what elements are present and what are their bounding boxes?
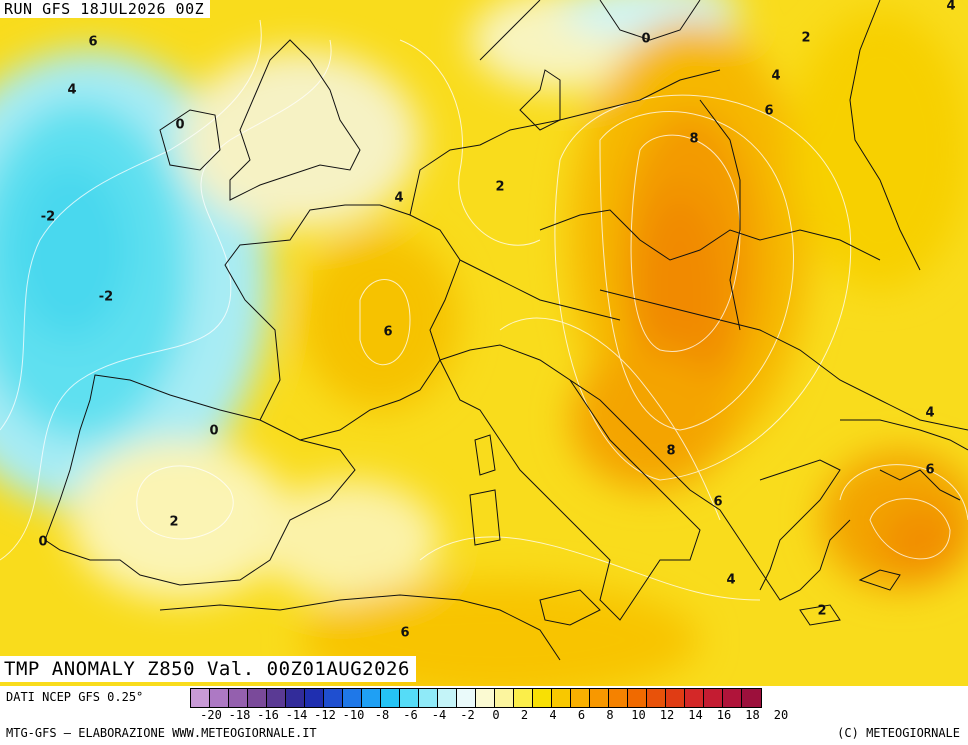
color-scale-swatch (381, 689, 400, 707)
color-scale-tick-label: 4 (549, 708, 557, 722)
color-scale-tick-label: 8 (606, 708, 614, 722)
contour-label: 4 (394, 190, 404, 206)
contour-label: 2 (817, 603, 827, 619)
color-scale-swatch (647, 689, 666, 707)
color-scale-swatch (609, 689, 628, 707)
contour-label: 2 (495, 179, 505, 195)
color-scale-swatch (438, 689, 457, 707)
contour-label: 4 (925, 405, 935, 421)
color-scale-swatch (229, 689, 248, 707)
color-scale-tick-label: -12 (314, 708, 336, 722)
data-source-label: DATI NCEP GFS 0.25° (6, 690, 144, 704)
color-scale-swatch (704, 689, 723, 707)
temperature-anomaly-map (0, 0, 968, 686)
color-scale-tick-label: 10 (631, 708, 646, 722)
contour-label: 6 (400, 625, 410, 641)
color-scale-tick-label: 16 (716, 708, 732, 722)
coastlines (44, 0, 968, 661)
color-scale-swatch (628, 689, 647, 707)
color-scale-tick-label: -2 (460, 708, 475, 722)
contour-label: 4 (946, 0, 956, 14)
color-scale-bar (190, 688, 762, 708)
color-scale-tick-label: -10 (342, 708, 365, 722)
color-scale-swatch (305, 689, 324, 707)
color-scale-swatch (571, 689, 590, 707)
color-scale-swatch (191, 689, 210, 707)
isotherm-lines (0, 19, 968, 601)
color-scale-tick-label: 20 (773, 708, 789, 722)
color-scale-swatch (343, 689, 362, 707)
color-scale-swatch (533, 689, 552, 707)
color-scale-swatch (723, 689, 742, 707)
color-scale-swatch (495, 689, 514, 707)
contour-label: 2 (169, 514, 179, 530)
copyright-label: (C) METEOGIORNALE (837, 726, 960, 740)
color-scale-swatch (666, 689, 685, 707)
anomaly-field (0, 0, 968, 686)
color-scale-tick-label: 0 (492, 708, 500, 722)
contour-label: 4 (771, 68, 781, 84)
color-scale-swatch (324, 689, 343, 707)
contour-label: 6 (383, 324, 393, 340)
color-scale-tick-label: -8 (374, 708, 390, 722)
color-scale-swatch (210, 689, 229, 707)
color-scale-swatch (476, 689, 495, 707)
contour-label: 2 (801, 30, 811, 46)
contour-label: 0 (641, 31, 651, 47)
color-scale-tick-label: 14 (688, 708, 703, 722)
color-scale-swatch (419, 689, 438, 707)
contour-label: 6 (713, 494, 723, 510)
color-scale-swatch (248, 689, 267, 707)
color-scale-tick-label: -16 (257, 708, 279, 722)
contour-label: 6 (764, 103, 774, 119)
color-scale-tick-label: -14 (285, 708, 308, 722)
contour-label: -2 (98, 289, 114, 305)
map-title: TMP ANOMALY Z850 Val. 00Z01AUG2026 (0, 656, 416, 682)
color-scale-swatch (514, 689, 533, 707)
color-scale-tick-label: 6 (577, 708, 586, 722)
contour-label: 6 (88, 34, 98, 50)
color-scale-swatch (457, 689, 476, 707)
color-scale-tick-label: -20 (200, 708, 222, 722)
color-scale-ticks: -20 -18 -16 -14 -12 -10 -8 -6 -4 -2 0 2 4 6 8 10 12 14 16 1… (190, 708, 968, 722)
color-scale-tick-label: -4 (431, 708, 447, 722)
color-scale-swatch (362, 689, 381, 707)
contour-label: 4 (67, 82, 77, 98)
credit-label: MTG-GFS – ELABORAZIONE WWW.METEOGIORNALE… (6, 726, 317, 740)
contour-label: 8 (666, 443, 676, 459)
color-scale-swatch (267, 689, 286, 707)
contour-label: 0 (38, 534, 48, 550)
contour-label: -2 (40, 209, 56, 225)
contour-label: 0 (209, 423, 219, 439)
contour-label: 4 (726, 572, 736, 588)
run-label: RUN GFS 18JUL2026 00Z (0, 0, 211, 18)
color-scale-swatch (286, 689, 305, 707)
color-scale-swatch (685, 689, 704, 707)
color-scale-tick-label: 12 (659, 708, 675, 722)
color-scale-swatch (590, 689, 609, 707)
color-scale-tick-label: -6 (403, 708, 418, 722)
color-scale-swatch (400, 689, 419, 707)
contour-label: 0 (175, 117, 185, 133)
color-scale-swatch (552, 689, 571, 707)
color-scale-tick-label: -18 (228, 708, 251, 722)
color-scale-tick-label: 18 (745, 708, 760, 722)
contour-label: 8 (689, 131, 699, 147)
color-scale-swatch (742, 689, 761, 707)
contour-label: 6 (925, 462, 935, 478)
color-scale-tick-label: 2 (520, 708, 529, 722)
